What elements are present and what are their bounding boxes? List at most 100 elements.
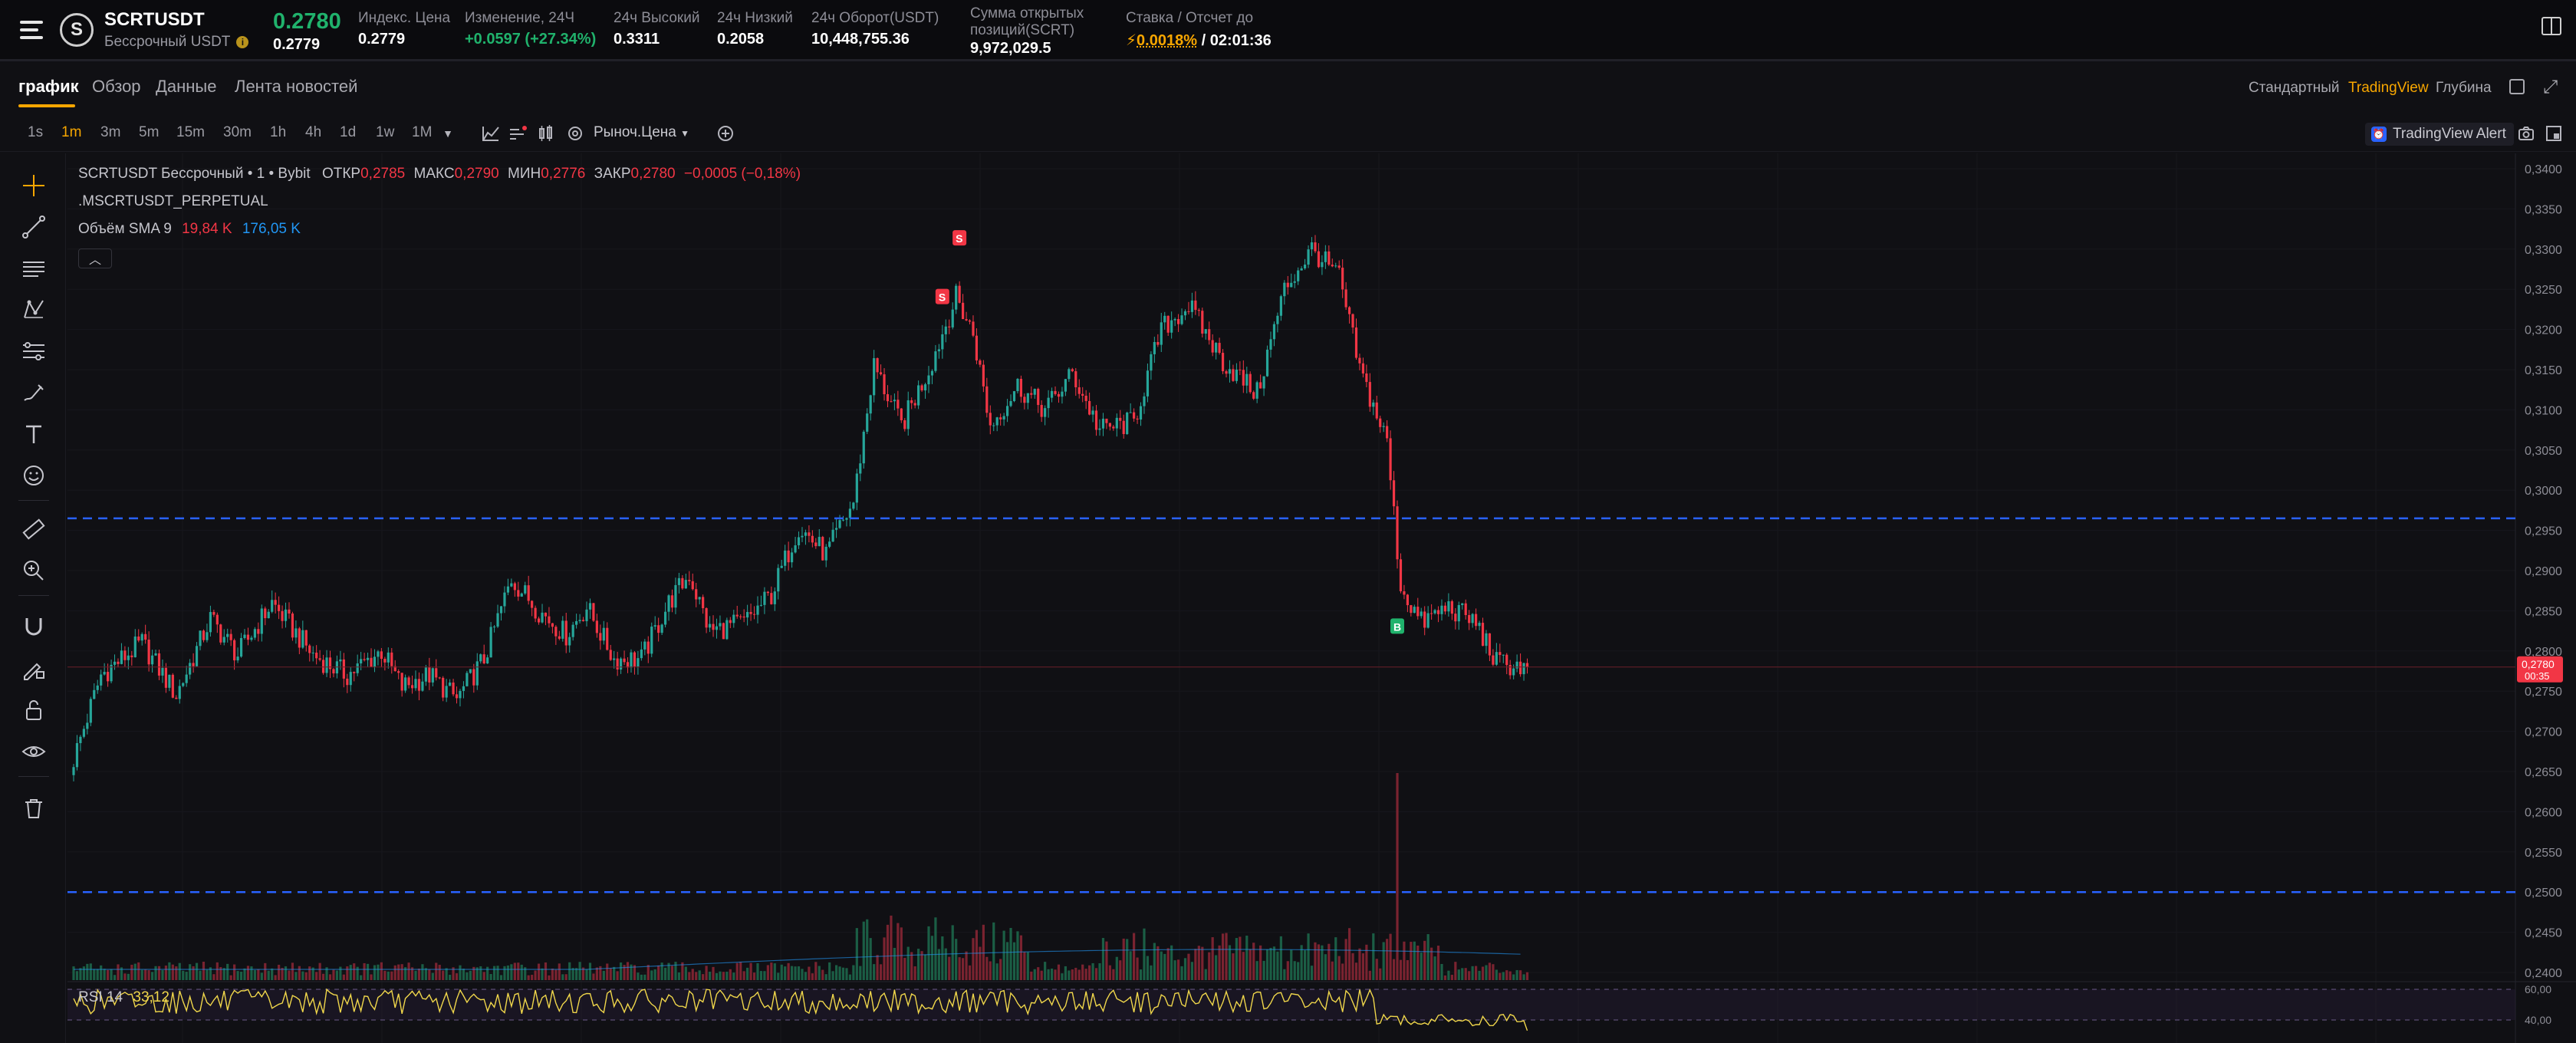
candle-body <box>571 624 574 637</box>
candle-body <box>1235 369 1238 381</box>
volume-legend: Объём SMA 9 19,84 K 176,05 K <box>78 221 301 238</box>
eye-icon[interactable] <box>18 736 49 767</box>
timeframe-4h[interactable]: 4h <box>305 124 322 140</box>
timeframe-30m[interactable]: 30m <box>223 124 252 140</box>
candle-body <box>554 627 558 637</box>
lock-pencil-icon[interactable] <box>18 653 49 684</box>
zoom-in-icon[interactable] <box>18 555 49 586</box>
volume-bar <box>581 967 585 980</box>
candle-body <box>588 603 592 610</box>
candle-body <box>353 672 356 673</box>
candle-body <box>1307 249 1310 265</box>
candle-body <box>1372 402 1375 407</box>
magnet-icon[interactable] <box>18 612 49 643</box>
tab-news-feed[interactable]: Лента новостей <box>235 77 358 96</box>
timeframe-1m[interactable]: 1m <box>61 124 82 140</box>
volume-bar <box>893 947 896 980</box>
info-icon[interactable]: i <box>236 35 249 48</box>
volume-bar <box>144 969 147 980</box>
volume-bar <box>431 972 434 980</box>
timeframe-3m[interactable]: 3m <box>100 124 121 140</box>
timeframe-dropdown-icon[interactable]: ▼ <box>442 127 453 140</box>
candle-body <box>93 689 96 699</box>
symbol-selector[interactable]: SCRTUSDT Бессрочный USDT i <box>104 9 249 51</box>
candle-body <box>482 654 485 664</box>
legend-collapse-button[interactable]: ︿ <box>78 248 112 268</box>
volume-bar <box>1081 964 1084 980</box>
lock-icon[interactable] <box>18 695 49 725</box>
candle-body <box>821 537 824 561</box>
candle-body <box>1454 614 1457 622</box>
volume-bar <box>150 972 154 980</box>
candle-body <box>1037 389 1040 406</box>
view-standard[interactable]: Стандартный <box>2249 80 2340 96</box>
candle-body <box>1386 426 1389 439</box>
volume-bar <box>890 915 893 980</box>
candle-body <box>291 613 294 638</box>
timeframe-1w[interactable]: 1w <box>376 124 395 140</box>
tradingview-alert-button[interactable]: ⏰ TradingView Alert <box>2365 123 2514 146</box>
tab-data[interactable]: Данные <box>156 77 217 96</box>
candle-body <box>189 663 192 675</box>
view-depth[interactable]: Глубина <box>2436 80 2492 96</box>
layout-icon[interactable] <box>2543 123 2564 144</box>
volume-bar <box>766 965 769 980</box>
funding-rate[interactable]: 0.0018% <box>1137 32 1198 49</box>
settings-gear-icon[interactable] <box>564 123 586 144</box>
volume-bar <box>475 967 479 980</box>
volume-bar <box>1176 959 1180 980</box>
camera-icon[interactable] <box>2515 123 2537 144</box>
pattern-icon[interactable] <box>18 294 49 325</box>
brush-icon[interactable] <box>18 377 49 408</box>
expand-icon[interactable]: ⤢ <box>2543 77 2558 97</box>
candle-body <box>972 321 975 336</box>
volume-bar <box>1341 963 1344 980</box>
volume-bar <box>646 965 650 980</box>
timeframe-1M[interactable]: 1M <box>412 124 433 140</box>
candle-body <box>643 641 646 650</box>
timeframe-5m[interactable]: 5m <box>139 124 160 140</box>
volume-bar <box>1276 951 1279 980</box>
tab-overview[interactable]: Обзор <box>92 77 141 96</box>
candle-body <box>808 532 811 536</box>
candle-body <box>828 541 831 547</box>
price-chart[interactable]: 0,3400 0,3350 0,3300 0,3250 0,3200 0,3150 0,31… <box>67 153 2576 1043</box>
tab-chart[interactable]: график <box>18 77 79 96</box>
view-tradingview[interactable]: TradingView <box>2348 80 2429 96</box>
horizontal-lines-icon[interactable] <box>18 253 49 284</box>
timeframe-1s[interactable]: 1s <box>28 124 44 140</box>
timeframe-15m[interactable]: 15m <box>176 124 205 140</box>
candle-body <box>298 628 301 648</box>
text-icon[interactable] <box>18 419 49 449</box>
timeframe-1h[interactable]: 1h <box>270 124 287 140</box>
candle-body <box>1293 281 1296 283</box>
timeframe-1d[interactable]: 1d <box>340 124 357 140</box>
price-type-select[interactable]: Рыноч.Цена ▼ <box>594 124 689 141</box>
chart-canvas[interactable]: 0,3400 0,3350 0,3300 0,3250 0,3200 0,3150 0,31… <box>67 153 2576 1043</box>
candle-body <box>681 577 684 589</box>
candle-body <box>1337 265 1341 268</box>
volume-bar <box>377 964 380 980</box>
fullscreen-square-icon[interactable] <box>2509 79 2525 94</box>
fib-icon[interactable] <box>18 336 49 367</box>
volume-bar <box>1180 966 1183 980</box>
volume-bar <box>1259 945 1262 980</box>
volume-bar <box>1410 942 1413 980</box>
sidebar-toggle-icon[interactable] <box>2541 17 2561 35</box>
trend-line-icon[interactable] <box>18 212 49 242</box>
crosshair-icon[interactable] <box>18 170 49 201</box>
emoji-icon[interactable] <box>18 460 49 491</box>
trash-icon[interactable] <box>18 793 49 824</box>
add-compare-icon[interactable] <box>715 123 736 144</box>
volume-bar <box>1379 968 1382 980</box>
candle-body <box>869 395 872 414</box>
ruler-icon[interactable] <box>18 514 49 545</box>
stat-label-line2: позиций(SCRT) <box>970 22 1075 38</box>
candles-icon[interactable] <box>535 123 557 144</box>
candle-body <box>373 656 377 667</box>
volume-bar <box>189 964 192 980</box>
chart-type-icon[interactable] <box>480 123 502 144</box>
indicators-icon[interactable] <box>508 123 529 144</box>
menu-icon[interactable] <box>20 20 43 39</box>
volume-bar <box>620 962 623 980</box>
